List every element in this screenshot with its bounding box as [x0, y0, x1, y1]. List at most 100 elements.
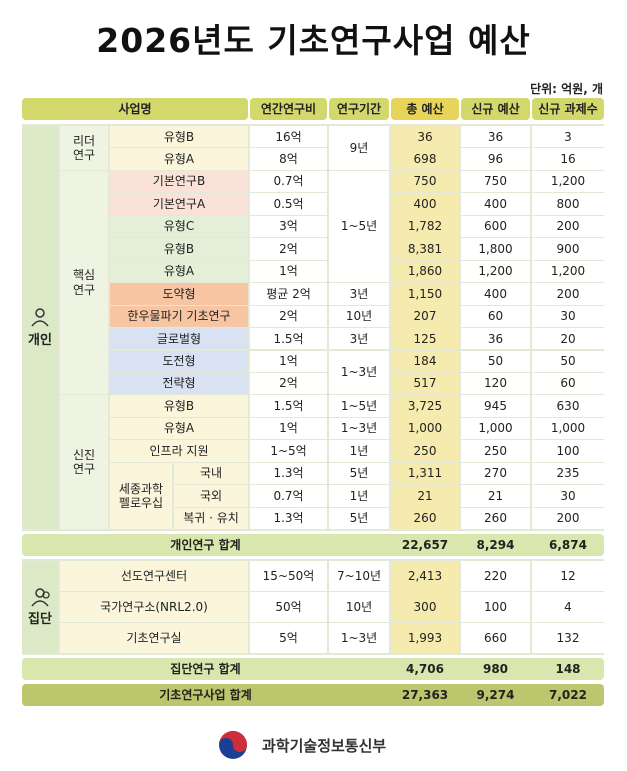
row-name: 기본연구A	[110, 193, 248, 215]
row-name: 유형C	[110, 215, 248, 238]
row-period: 9년	[329, 126, 389, 170]
row-total: 3,725	[391, 395, 459, 417]
row-new-count: 50	[532, 350, 604, 372]
row-cost: 1.3억	[250, 462, 327, 485]
row-name: 국내	[174, 462, 248, 485]
row-cost: 0.7억	[250, 170, 327, 193]
total-new-budget: 980	[482, 661, 509, 676]
row-new-budget: 270	[461, 462, 530, 485]
row-name: 도약형	[110, 283, 248, 305]
logo	[219, 731, 247, 759]
row-total: 184	[391, 350, 459, 372]
row-period: 1~5년	[329, 170, 389, 283]
row-name: 유형A	[110, 260, 248, 283]
row-name: 유형B	[110, 238, 248, 260]
row-new-count: 100	[532, 440, 604, 462]
row-new-budget: 600	[461, 215, 530, 238]
row-period: 1~5년	[329, 395, 389, 417]
total-total: 27,363	[401, 687, 449, 702]
row-cost: 1~5억	[250, 440, 327, 462]
row-new-budget: 945	[461, 395, 530, 417]
total-row-bg	[22, 658, 604, 680]
row-name: 유형A	[110, 417, 248, 440]
row-new-budget: 120	[461, 372, 530, 395]
row-new-count: 16	[532, 148, 604, 170]
total-total: 22,657	[401, 537, 449, 552]
row-new-count: 132	[532, 623, 604, 653]
row-cost: 50억	[250, 592, 327, 622]
row-total: 400	[391, 193, 459, 215]
row-name: 기초연구실	[60, 623, 248, 653]
header-cell: 사업명	[22, 98, 248, 120]
total-new-count: 6,874	[549, 537, 587, 552]
row-period: 3년	[329, 283, 389, 305]
row-total: 1,311	[391, 462, 459, 485]
row-new-count: 1,200	[532, 260, 604, 283]
row-new-budget: 21	[461, 485, 530, 507]
row-cost: 평균 2억	[250, 283, 327, 305]
row-new-budget: 750	[461, 170, 530, 193]
row-new-budget: 96	[461, 148, 530, 170]
row-new-count: 1,200	[532, 170, 604, 193]
row-period: 5년	[329, 462, 389, 485]
row-total: 1,000	[391, 417, 459, 440]
row-name: 복귀 · 유치	[174, 507, 248, 530]
row-total: 1,150	[391, 283, 459, 305]
subgroup-label: 신진 연구	[60, 395, 108, 530]
row-new-count: 3	[532, 126, 604, 148]
row-cost: 1억	[250, 350, 327, 372]
row-new-budget: 250	[461, 440, 530, 462]
row-new-count: 630	[532, 395, 604, 417]
row-new-budget: 36	[461, 126, 530, 148]
row-period: 10년	[329, 592, 389, 622]
row-period: 5년	[329, 507, 389, 530]
row-cost: 0.7억	[250, 485, 327, 507]
row-total: 21	[391, 485, 459, 507]
row-cost: 1억	[250, 260, 327, 283]
row-total: 1,782	[391, 215, 459, 238]
header-cell: 신규 예산	[461, 98, 530, 120]
row-new-count: 800	[532, 193, 604, 215]
row-new-budget: 1,200	[461, 260, 530, 283]
row-total: 750	[391, 170, 459, 193]
total-label: 기초연구사업 합계	[159, 687, 252, 702]
row-new-count: 1,000	[532, 417, 604, 440]
row-total: 698	[391, 148, 459, 170]
row-cost: 2억	[250, 238, 327, 260]
group-label: 개인	[22, 126, 58, 530]
title: 2026년도 기초연구사업 예산	[96, 21, 531, 60]
row-total: 125	[391, 328, 459, 350]
row-period: 1~3년	[329, 350, 389, 395]
header-cell: 신규 과제수	[532, 98, 604, 120]
row-period: 1~3년	[329, 417, 389, 440]
row-period: 7~10년	[329, 561, 389, 591]
row-cost: 5억	[250, 623, 327, 653]
total-label: 집단연구 합계	[170, 661, 241, 676]
group-label: 집단	[22, 561, 58, 653]
row-name: 국가연구소(NRL2.0)	[60, 592, 248, 622]
row-new-budget: 400	[461, 283, 530, 305]
row-new-count: 235	[532, 462, 604, 485]
row-new-count: 20	[532, 328, 604, 350]
row-name: 유형B	[110, 395, 248, 417]
group-icon	[31, 308, 49, 327]
row-total: 1,860	[391, 260, 459, 283]
row-name: 전략형	[110, 372, 248, 395]
row-name: 유형B	[110, 126, 248, 148]
group-icon	[31, 587, 50, 606]
row-new-count: 60	[532, 372, 604, 395]
total-new-count: 148	[555, 661, 581, 676]
footer: 과학기술정보통신부	[262, 737, 387, 755]
row-new-budget: 60	[461, 305, 530, 328]
header-cell: 총 예산	[391, 98, 459, 120]
row-new-count: 200	[532, 215, 604, 238]
row-cost: 2억	[250, 372, 327, 395]
row-period: 1년	[329, 440, 389, 462]
row-new-budget: 100	[461, 592, 530, 622]
row-period: 1년	[329, 485, 389, 507]
row-total: 2,413	[391, 561, 459, 591]
row-name: 도전형	[110, 350, 248, 372]
row-cost: 2억	[250, 305, 327, 328]
row-name: 선도연구센터	[60, 561, 248, 591]
row-cost: 15~50억	[250, 561, 327, 591]
